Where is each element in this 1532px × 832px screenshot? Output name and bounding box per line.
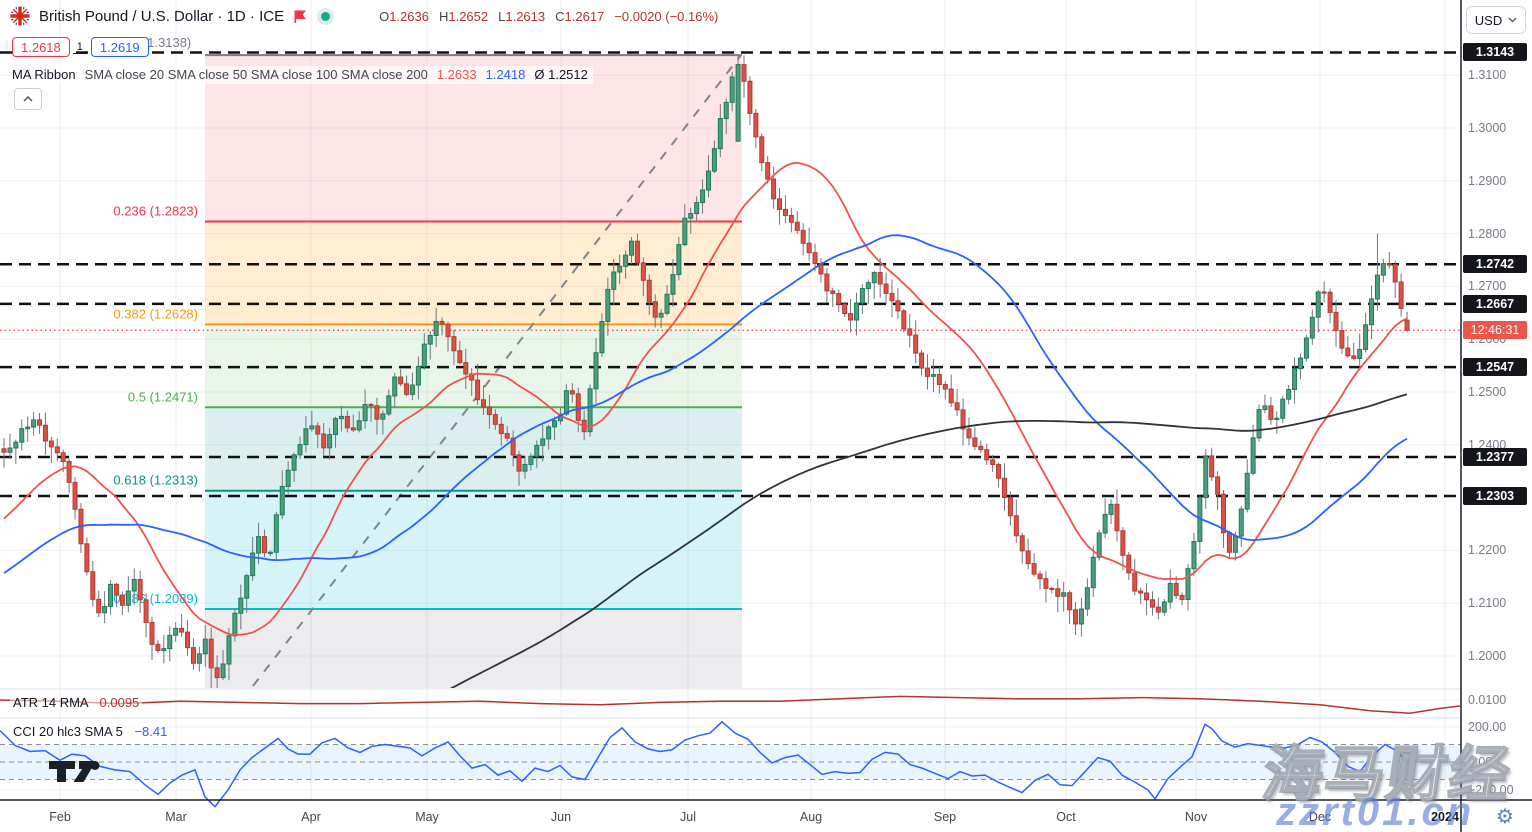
low-label: L — [498, 8, 506, 24]
ohlc-values: O1.2636 H1.2652 L1.2613 C1.2617 −0.0020 … — [379, 9, 718, 24]
gridlines — [0, 0, 1461, 800]
low-value: 1.2613 — [505, 8, 546, 24]
sma20-value: 1.2633 — [436, 67, 477, 82]
atr-line — [0, 695, 1461, 714]
currency-dropdown[interactable]: USD — [1466, 6, 1526, 34]
open-value: 1.2636 — [389, 8, 429, 24]
spread-value: 1 — [72, 41, 87, 54]
flag-icon[interactable] — [293, 9, 308, 24]
tradingview-logo[interactable] — [48, 758, 116, 784]
collapse-legend-button[interactable] — [14, 88, 42, 110]
ma-ribbon-legend: MA Ribbon SMA close 20 SMA close 50 SMA … — [10, 66, 593, 84]
ma-ribbon-lines — [3, 161, 1408, 688]
currency-value: USD — [1474, 12, 1503, 28]
high-label: H — [438, 8, 449, 24]
chevron-up-icon — [23, 96, 33, 102]
fib-level-label: 0.618 (1.2313) — [113, 473, 198, 488]
cci-line — [0, 720, 1408, 808]
atr-legend: ATR 14 RMA 0.0095 — [10, 695, 143, 710]
high-value: 1.2652 — [448, 8, 489, 24]
market-status-dot — [321, 11, 331, 21]
cci-legend: CCI 20 hlc3 SMA 5 −8.41 — [10, 724, 171, 739]
indicator-params: SMA close 20 SMA close 50 SMA close 100 … — [84, 67, 428, 82]
sell-button[interactable]: 1.2618 — [12, 37, 70, 57]
ribbon-avg-value: Ø 1.2512 — [534, 67, 588, 82]
fib-level-label: 0.382 (1.2628) — [113, 306, 198, 321]
fib-retracement: 0 (1.3138)0.236 (1.2823)0.382 (1.2628)0.… — [113, 35, 742, 688]
fib-level-label: 0.5 (1.2471) — [128, 389, 198, 404]
change-value: −0.0020 (−0.16%) — [614, 8, 719, 24]
open-label: O — [379, 8, 390, 24]
candles-layer[interactable] — [1, 55, 1410, 691]
atr-value: 0.0095 — [99, 695, 140, 710]
close-value: 1.2617 — [564, 8, 605, 24]
atr-title[interactable]: ATR 14 RMA — [13, 695, 88, 710]
chevron-down-icon — [1508, 17, 1517, 23]
quote-row: 1.2618 1 1.2619 — [12, 37, 149, 57]
buy-button[interactable]: 1.2619 — [90, 37, 149, 57]
sma50-value: 1.2418 — [485, 67, 526, 82]
symbol-title[interactable]: British Pound / U.S. Dollar · 1D · ICE — [39, 7, 285, 25]
cci-title[interactable]: CCI 20 hlc3 SMA 5 — [13, 724, 123, 739]
close-label: C — [555, 8, 565, 24]
fib-trend-line[interactable] — [252, 54, 742, 687]
gbp-flag-icon — [10, 6, 30, 26]
fib-level-label: 0.236 (1.2823) — [113, 203, 198, 218]
symbol-legend: British Pound / U.S. Dollar · 1D · ICE O… — [10, 5, 718, 27]
cci-value: −8.41 — [134, 724, 168, 739]
indicator-name[interactable]: MA Ribbon — [12, 67, 76, 82]
gear-icon[interactable]: ⚙ — [1496, 806, 1514, 828]
